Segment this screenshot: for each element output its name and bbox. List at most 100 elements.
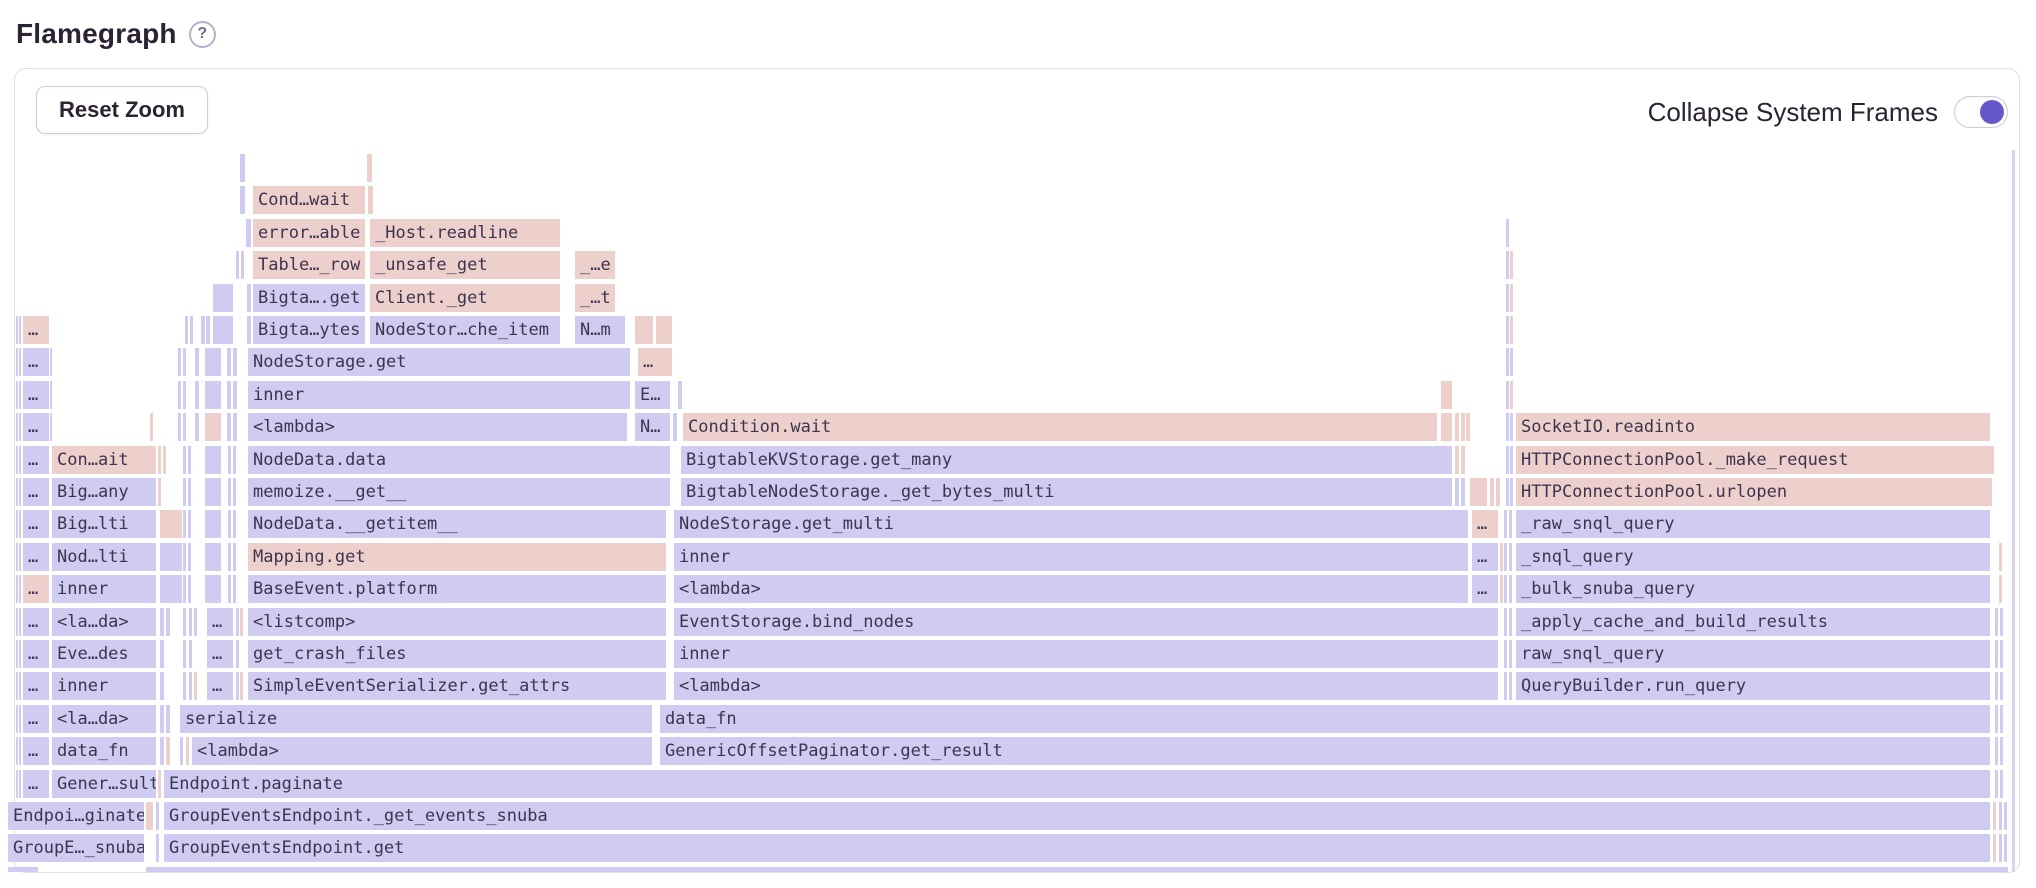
flame-frame-sliver[interactable] xyxy=(19,640,21,668)
flame-frame-sliver[interactable] xyxy=(50,413,52,442)
flame-frame-sliver[interactable] xyxy=(189,607,192,636)
flame-frame-sliver[interactable] xyxy=(227,348,231,377)
flame-frame-sliver[interactable] xyxy=(188,445,191,474)
flame-frame[interactable]: … xyxy=(23,672,49,701)
flame-frame[interactable]: raw_snql_query xyxy=(1516,640,1990,668)
flame-frame-sliver[interactable] xyxy=(178,413,181,442)
flame-frame-sliver[interactable] xyxy=(189,672,192,701)
flame-frame[interactable]: Cond…wait xyxy=(253,186,365,215)
flame-frame-sliver[interactable] xyxy=(160,672,164,701)
flame-frame-sliver[interactable] xyxy=(1461,413,1465,442)
flame-frame-sliver[interactable] xyxy=(205,380,221,409)
flame-frame[interactable]: Eve…des xyxy=(52,640,156,668)
flame-frame-sliver[interactable] xyxy=(160,607,164,636)
flame-frame[interactable]: EventStorage.bind_nodes xyxy=(674,607,1498,636)
flame-frame-sliver[interactable] xyxy=(16,542,18,571)
flame-frame-sliver[interactable] xyxy=(213,316,233,344)
flame-frame-sliver[interactable] xyxy=(201,316,205,344)
flame-frame-sliver[interactable] xyxy=(146,866,2008,872)
flame-frame[interactable]: BaseEvent.platform xyxy=(248,575,666,604)
flame-frame-sliver[interactable] xyxy=(1504,575,1507,604)
flame-frame-sliver[interactable] xyxy=(1506,251,1509,280)
flame-frame-sliver[interactable] xyxy=(183,380,186,409)
flame-frame-sliver[interactable] xyxy=(166,737,170,766)
flame-frame[interactable]: NodeStor…che_item xyxy=(370,316,560,344)
flame-frame-sliver[interactable] xyxy=(180,737,183,766)
flame-frame-sliver[interactable] xyxy=(19,607,21,636)
flamegraph-scrollbar[interactable] xyxy=(2012,150,2015,872)
flame-frame-sliver[interactable] xyxy=(195,348,199,377)
flame-frame[interactable]: serialize xyxy=(180,704,652,733)
flame-frame-sliver[interactable] xyxy=(19,672,21,701)
flame-frame-sliver[interactable] xyxy=(183,640,186,668)
flame-frame-sliver[interactable] xyxy=(205,348,221,377)
flame-frame-sliver[interactable] xyxy=(8,866,38,872)
flame-frame-sliver[interactable] xyxy=(1470,478,1487,506)
flame-frame[interactable]: … xyxy=(23,380,49,409)
flame-frame-sliver[interactable] xyxy=(2000,704,2003,733)
flame-frame-sliver[interactable] xyxy=(205,542,221,571)
flame-frame[interactable]: … xyxy=(207,640,233,668)
flame-frame-sliver[interactable] xyxy=(19,445,21,474)
collapse-system-frames-toggle[interactable] xyxy=(1954,96,2008,128)
flame-frame[interactable]: _Host.readline xyxy=(370,218,560,247)
flame-frame-sliver[interactable] xyxy=(183,510,186,539)
flame-frame-sliver[interactable] xyxy=(19,542,21,571)
flame-frame[interactable]: SocketIO.readinto xyxy=(1516,413,1990,442)
flame-frame-sliver[interactable] xyxy=(188,510,191,539)
flame-frame[interactable]: … xyxy=(23,348,49,377)
flame-frame[interactable]: … xyxy=(23,316,49,344)
flame-frame-sliver[interactable] xyxy=(2004,802,2007,830)
flame-frame-sliver[interactable] xyxy=(1506,218,1509,247)
flame-frame-sliver[interactable] xyxy=(16,348,18,377)
flame-frame-sliver[interactable] xyxy=(16,575,18,604)
flame-frame-sliver[interactable] xyxy=(240,154,245,182)
flame-frame-sliver[interactable] xyxy=(188,478,191,506)
flame-frame[interactable]: <lambda> xyxy=(248,413,627,442)
flame-frame-sliver[interactable] xyxy=(205,413,221,442)
flame-frame[interactable]: <la…da> xyxy=(52,607,156,636)
flame-frame-sliver[interactable] xyxy=(228,510,231,539)
flame-frame-sliver[interactable] xyxy=(233,575,236,604)
flame-frame[interactable]: GenericOffsetPaginator.get_result xyxy=(660,737,1990,766)
flame-frame-sliver[interactable] xyxy=(189,640,192,668)
flame-frame[interactable]: data_fn xyxy=(52,737,156,766)
flame-frame[interactable]: _raw_snql_query xyxy=(1516,510,1990,539)
reset-zoom-button[interactable]: Reset Zoom xyxy=(36,86,208,134)
flame-frame-sliver[interactable] xyxy=(2000,672,2003,701)
flame-frame-sliver[interactable] xyxy=(656,316,672,344)
flame-frame[interactable]: Condition.wait xyxy=(683,413,1437,442)
flame-frame[interactable]: Big…lti xyxy=(52,510,156,539)
flame-frame-sliver[interactable] xyxy=(156,802,159,830)
flame-frame-sliver[interactable] xyxy=(19,478,21,506)
flame-frame-sliver[interactable] xyxy=(206,316,210,344)
flame-frame[interactable]: … xyxy=(23,607,49,636)
flame-frame-sliver[interactable] xyxy=(150,413,153,442)
flame-frame[interactable]: … xyxy=(23,575,49,604)
flame-frame-sliver[interactable] xyxy=(1466,413,1470,442)
flame-frame-sliver[interactable] xyxy=(158,478,161,506)
flame-frame-sliver[interactable] xyxy=(1995,769,1998,798)
flame-frame[interactable]: inner xyxy=(52,672,156,701)
flame-frame-sliver[interactable] xyxy=(1510,380,1513,409)
flame-frame-sliver[interactable] xyxy=(1500,542,1503,571)
flame-frame-sliver[interactable] xyxy=(1504,510,1507,539)
flame-frame-sliver[interactable] xyxy=(158,769,161,798)
flame-frame-sliver[interactable] xyxy=(1455,445,1459,474)
flame-frame[interactable]: _apply_cache_and_build_results xyxy=(1516,607,1990,636)
flame-frame-sliver[interactable] xyxy=(227,380,231,409)
flame-frame[interactable]: E… xyxy=(635,380,670,409)
flame-frame[interactable]: … xyxy=(638,348,672,377)
flame-frame-sliver[interactable] xyxy=(1455,478,1459,506)
flame-frame-sliver[interactable] xyxy=(16,445,18,474)
flame-frame-sliver[interactable] xyxy=(1995,704,1998,733)
flame-frame[interactable]: _snql_query xyxy=(1516,542,1990,571)
flame-frame-sliver[interactable] xyxy=(228,445,231,474)
flame-frame-sliver[interactable] xyxy=(213,283,233,312)
flame-frame-sliver[interactable] xyxy=(236,607,239,636)
flame-frame[interactable]: … xyxy=(23,478,49,506)
flame-frame[interactable]: … xyxy=(23,769,49,798)
flame-frame-sliver[interactable] xyxy=(1496,478,1500,506)
flame-frame[interactable]: … xyxy=(23,413,49,442)
flame-frame-sliver[interactable] xyxy=(50,380,52,409)
